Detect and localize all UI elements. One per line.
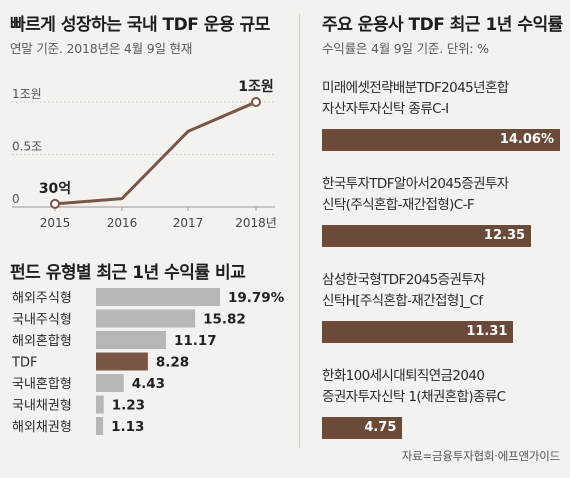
left-panel: 빠르게 성장하는 국내 TDF 운용 규모 연말 기준. 2018년은 4월 9…	[10, 15, 285, 435]
growth-chart-title: 빠르게 성장하는 국내 TDF 운용 규모	[10, 15, 270, 35]
series-line	[54, 100, 257, 206]
fund-name-line: 미래에셋전략배분TDF2045년혼합	[322, 80, 509, 96]
value-label: 4.43	[132, 376, 165, 392]
value-label: 1.23	[112, 398, 145, 414]
category-label: 국내채권형	[12, 399, 72, 414]
fund-name-line: 증권자투자신탁 1(채권혼합)종류C	[322, 389, 506, 405]
bar-0	[96, 288, 220, 306]
y-tick-label: 1조원	[12, 87, 42, 101]
category-label: TDF	[11, 356, 37, 371]
value-label: 15.82	[203, 312, 246, 328]
types-chart-title: 펀드 유형별 최근 1년 수익률 비교	[10, 263, 246, 283]
bar-5	[96, 395, 104, 414]
bar-4	[96, 374, 124, 392]
bar-6	[96, 417, 104, 435]
value-label: 12.35	[483, 228, 526, 243]
x-tick-label: 2016	[107, 216, 138, 230]
fund-name-line: 한화100세시대퇴직연금2040	[322, 368, 485, 384]
category-label: 해외채권형	[12, 420, 72, 435]
data-label-0: 30억	[39, 181, 71, 197]
fund-name-line: 삼성한국형TDF2045증권투자	[322, 272, 486, 288]
fund-type-bar-chart: 해외주식형 19.79% 국내주식형 15.82 해외혼합형 11.17 TDF 8.28 국내…	[11, 288, 285, 435]
right-panel: 주요 운용사 TDF 최근 1년 수익률 수익률은 4월 9일 기준. 단위: …	[300, 0, 570, 478]
fund-name-line: 신탁(주식혼합-재간접형)C-F	[322, 197, 475, 213]
x-tick-label: 2015	[40, 216, 71, 230]
fund-bar-2: 11.31	[322, 321, 514, 343]
x-tick-label: 2017	[173, 216, 204, 230]
fund-bar-1: 12.35	[322, 225, 532, 247]
fund-name-line: 자산자투자신탁 종류C-I	[322, 101, 449, 117]
source-note: 자료=금융투자협회·에프앤가이드	[401, 449, 560, 463]
value-label: 4.75	[364, 420, 397, 435]
bar-1	[96, 309, 196, 328]
category-label: 국내혼합형	[12, 377, 72, 392]
y-tick-label: 0	[12, 192, 20, 206]
value-label: 8.28	[156, 355, 189, 371]
fund-name-line: 신탁H[주식혼합-재간접형]_Cf	[322, 293, 483, 309]
x-tick-label: 2018년	[235, 216, 277, 230]
category-label: 해외혼합형	[12, 334, 72, 349]
fund-name-line: 한국투자TDF알아서2045증권투자	[322, 176, 509, 192]
fund-bar-0: 14.06%	[322, 129, 560, 151]
value-label: 11.31	[466, 324, 508, 339]
right-chart-subtitle: 수익률은 4월 9일 기준. 단위: %	[322, 41, 489, 56]
bar-2	[96, 331, 166, 349]
category-label: 해외주식형	[12, 291, 72, 306]
value-label: 1.13	[111, 419, 144, 435]
value-label: 11.17	[174, 333, 217, 349]
growth-line-chart: 0 0.5조 1조원 2015 2016 2017 2018년 30억 1조원	[12, 79, 277, 230]
bar-3	[96, 352, 148, 371]
value-label: 14.06%	[499, 132, 554, 147]
y-tick-label: 0.5조	[12, 140, 42, 154]
growth-chart-subtitle: 연말 기준. 2018년은 4월 9일 현재	[10, 41, 193, 56]
data-label-3: 1조원	[238, 79, 274, 95]
right-chart-title: 주요 운용사 TDF 최근 1년 수익률	[322, 15, 563, 35]
data-point-3	[251, 97, 261, 107]
category-label: 국내주식형	[12, 313, 72, 328]
panel-divider	[299, 14, 300, 448]
value-label: 19.79%	[228, 290, 285, 306]
data-point-0	[50, 198, 60, 209]
fund-bar-3: 4.75	[322, 417, 403, 439]
